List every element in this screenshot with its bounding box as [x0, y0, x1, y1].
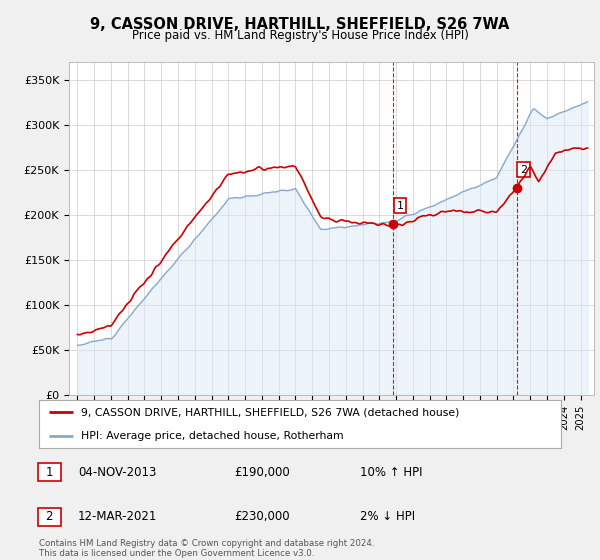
Text: 2: 2 [46, 510, 53, 524]
Text: Price paid vs. HM Land Registry's House Price Index (HPI): Price paid vs. HM Land Registry's House … [131, 29, 469, 42]
Text: 2: 2 [520, 165, 527, 175]
Text: 9, CASSON DRIVE, HARTHILL, SHEFFIELD, S26 7WA: 9, CASSON DRIVE, HARTHILL, SHEFFIELD, S2… [91, 17, 509, 32]
Text: 1: 1 [397, 200, 404, 211]
Text: 04-NOV-2013: 04-NOV-2013 [78, 465, 157, 479]
Text: £230,000: £230,000 [234, 510, 290, 524]
Text: 10% ↑ HPI: 10% ↑ HPI [360, 465, 422, 479]
Text: HPI: Average price, detached house, Rotherham: HPI: Average price, detached house, Roth… [81, 431, 343, 441]
Text: 2% ↓ HPI: 2% ↓ HPI [360, 510, 415, 524]
Text: £190,000: £190,000 [234, 465, 290, 479]
Text: 9, CASSON DRIVE, HARTHILL, SHEFFIELD, S26 7WA (detached house): 9, CASSON DRIVE, HARTHILL, SHEFFIELD, S2… [81, 407, 459, 417]
Text: Contains HM Land Registry data © Crown copyright and database right 2024.
This d: Contains HM Land Registry data © Crown c… [39, 539, 374, 558]
Text: 1: 1 [46, 465, 53, 479]
Text: 12-MAR-2021: 12-MAR-2021 [78, 510, 157, 524]
